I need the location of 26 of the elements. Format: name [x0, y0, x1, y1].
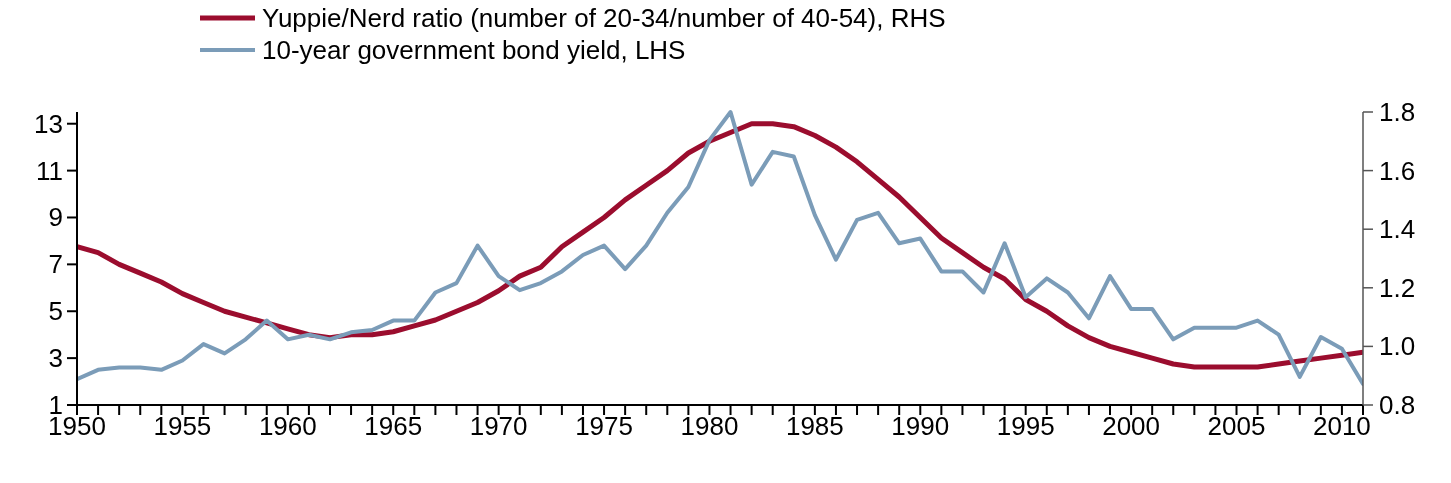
y-tick-label: 5: [48, 296, 63, 327]
x-tick-label: 1975: [575, 411, 633, 441]
y-tick-label: 11: [36, 155, 63, 186]
y2-tick-label: 1.0: [1379, 331, 1416, 362]
x-tick-label: 2005: [1207, 411, 1266, 441]
x-tick-label: 1965: [364, 411, 423, 441]
y2-tick-label: 0.8: [1379, 390, 1416, 420]
x-tick-label: 2010: [1313, 411, 1371, 441]
y-tick-label: 9: [48, 202, 63, 233]
x-tick-label: 1990: [891, 411, 950, 441]
x-tick-label: 1960: [258, 411, 317, 441]
x-tick-label: 1980: [680, 411, 739, 441]
x-tick-label: 1955: [153, 411, 212, 441]
legend-label: Yuppie/Nerd ratio (number of 20-34/number of 40-54), RHS: [262, 3, 946, 33]
y-tick-label: 7: [48, 249, 63, 280]
legend-label: 10-year government bond yield, LHS: [262, 35, 686, 65]
x-tick-label: 1970: [469, 411, 528, 441]
x-tick-label: 2000: [1102, 411, 1161, 441]
y-tick-label: 13: [34, 108, 63, 139]
x-tick-label: 1995: [996, 411, 1055, 441]
y2-tick-label: 1.2: [1379, 272, 1416, 303]
y2-tick-label: 1.6: [1379, 155, 1416, 186]
x-tick-label: 1985: [785, 411, 844, 441]
y2-tick-label: 1.4: [1379, 214, 1416, 245]
y-tick-label: 3: [48, 343, 63, 374]
y2-tick-label: 1.8: [1379, 97, 1416, 127]
